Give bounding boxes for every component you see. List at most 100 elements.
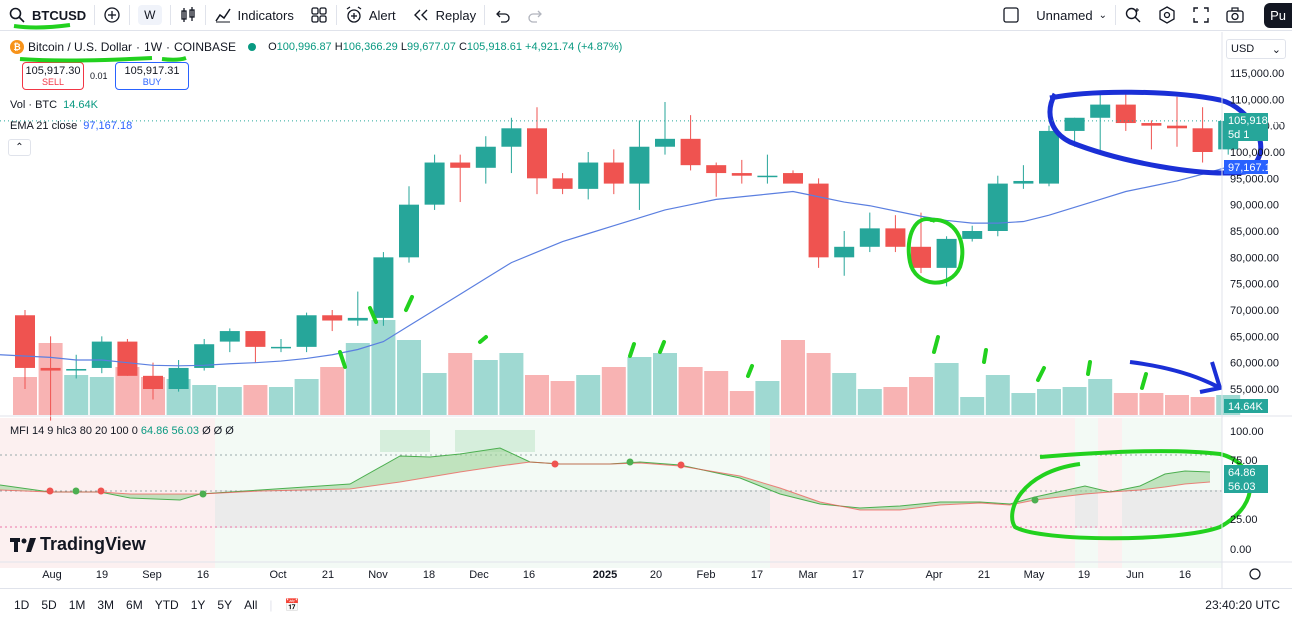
volume-bar [857, 389, 882, 415]
mfi-cross-dot [677, 461, 685, 469]
candle-body [731, 173, 752, 176]
price-chart[interactable]: 115,000.00110,000.00105,000.00100,000.00… [0, 32, 1292, 588]
blue-arrow-annotation [1129, 360, 1221, 390]
range-buttons: 1D 5D 1M 3M 6M YTD 1Y 5Y All [0, 598, 263, 612]
fullscreen-icon [1192, 6, 1210, 24]
range-1m[interactable]: 1M [68, 598, 86, 612]
mfi-tick: 100.00 [1230, 426, 1264, 438]
candle-body [1064, 117, 1085, 131]
undo-button[interactable] [485, 0, 519, 31]
mfi-tick: 0.00 [1230, 544, 1251, 556]
volume-tag-text: 14.64K [1228, 401, 1264, 413]
range-6m[interactable]: 6M [126, 598, 143, 612]
candle-body [987, 183, 1008, 231]
publish-button[interactable]: Pu [1264, 3, 1292, 28]
price-tick: 65,000.00 [1230, 331, 1279, 343]
candle-body [936, 238, 957, 268]
candle-body [552, 178, 573, 189]
candle-body [194, 344, 215, 368]
candle-body [603, 162, 624, 184]
range-all[interactable]: All [244, 598, 258, 612]
green-tick-annotation [982, 348, 988, 364]
symbol-search[interactable]: BTCUSD [0, 0, 94, 31]
time-tick: Nov [368, 569, 388, 581]
divider [94, 5, 96, 25]
mfi-signal-line [0, 461, 1211, 511]
price-tick: 70,000.00 [1230, 305, 1279, 317]
interval-label: W [138, 5, 162, 25]
time-tick: 21 [322, 569, 334, 581]
volume-bar [499, 353, 524, 415]
clock[interactable]: 23:40:20 UTC [1205, 598, 1280, 612]
ema-legend[interactable]: EMA 21 close 97,167.18 [10, 120, 133, 132]
currency-select[interactable]: USD ⌄ [1226, 39, 1286, 59]
buy-button[interactable]: 105,917.31 BUY [115, 62, 189, 90]
quick-search-button[interactable] [1116, 0, 1150, 31]
green-tick-annotation [1086, 360, 1092, 376]
candle-body [859, 228, 880, 247]
range-5y[interactable]: 5Y [217, 598, 233, 612]
ema-tag-text: 97,167.18 [1228, 162, 1277, 174]
search-plus-icon [1124, 6, 1142, 24]
range-3m[interactable]: 3M [97, 598, 115, 612]
candle-body [1141, 123, 1162, 126]
volume-bar [320, 367, 345, 415]
candle-body [40, 367, 61, 371]
date-range-icon[interactable]: 📅 [284, 598, 300, 612]
sell-button[interactable]: 105,917.30 SELL [22, 62, 84, 90]
volume-bar [576, 375, 601, 415]
candle-body [962, 231, 983, 239]
legend-interval[interactable]: 1W [144, 40, 163, 54]
chart-type-button[interactable] [171, 0, 205, 31]
volume-bar [1190, 397, 1215, 415]
mfi-cross-dot [72, 487, 80, 495]
redo-button[interactable] [519, 0, 553, 31]
interval-button[interactable]: W [130, 0, 169, 31]
time-tick: 17 [751, 569, 763, 581]
tradingview-logo: TradingView [10, 534, 146, 555]
time-tick: 18 [423, 569, 435, 581]
green-circle-annotation [906, 217, 965, 285]
mfi-bull-zone [380, 430, 430, 452]
range-ytd[interactable]: YTD [154, 598, 179, 612]
legend-title[interactable]: Bitcoin / U.S. Dollar [28, 40, 133, 54]
volume-bar [243, 385, 268, 415]
layout-button[interactable] [994, 0, 1028, 31]
volume-bar [550, 381, 575, 415]
mfi-signal-tag-text: 56.03 [1228, 481, 1256, 493]
candles-icon [179, 6, 197, 24]
top-toolbar: BTCUSD W Indicators Alert Replay Unnamed… [0, 0, 1292, 31]
settings-button[interactable] [1150, 0, 1184, 31]
range-5d[interactable]: 5D [41, 598, 57, 612]
candle-body [911, 246, 931, 268]
mfi-cross-dot [1031, 496, 1039, 504]
price-tick: 90,000.00 [1230, 200, 1279, 212]
alert-button[interactable]: Alert [337, 0, 404, 31]
price-tick: 80,000.00 [1230, 252, 1279, 264]
fullscreen-button[interactable] [1184, 0, 1218, 31]
mfi-legend[interactable]: MFI 14 9 hlc3 80 20 100 0 64.86 56.03 Ø … [10, 425, 234, 437]
templates-button[interactable] [302, 0, 336, 31]
volume-bar [755, 381, 780, 415]
volume-bar [345, 343, 370, 415]
price-tick: 85,000.00 [1230, 226, 1279, 238]
indicators-button[interactable]: Indicators [206, 0, 302, 31]
chevron-down-icon: ⌄ [1098, 9, 1107, 21]
square-icon [1002, 6, 1020, 24]
replay-button[interactable]: Replay [404, 0, 484, 31]
volume-legend[interactable]: Vol · BTC 14.64K [10, 99, 98, 111]
range-1d[interactable]: 1D [14, 598, 30, 612]
mfi-bear-zone [770, 418, 1075, 568]
compare-button[interactable] [95, 0, 129, 31]
candle-body [680, 138, 701, 166]
price-tick: 60,000.00 [1230, 358, 1279, 370]
layout-name-button[interactable]: Unnamed ⌄ [1028, 0, 1115, 31]
collapse-legend-button[interactable]: ⌃ [8, 139, 31, 156]
alarm-clock-icon [345, 6, 363, 24]
candle-body [245, 331, 266, 347]
range-1y[interactable]: 1Y [190, 598, 206, 612]
volume-bar [89, 377, 114, 415]
indicators-icon [214, 6, 232, 24]
spread-value: 0.01 [90, 71, 108, 81]
snapshot-button[interactable] [1218, 0, 1252, 31]
